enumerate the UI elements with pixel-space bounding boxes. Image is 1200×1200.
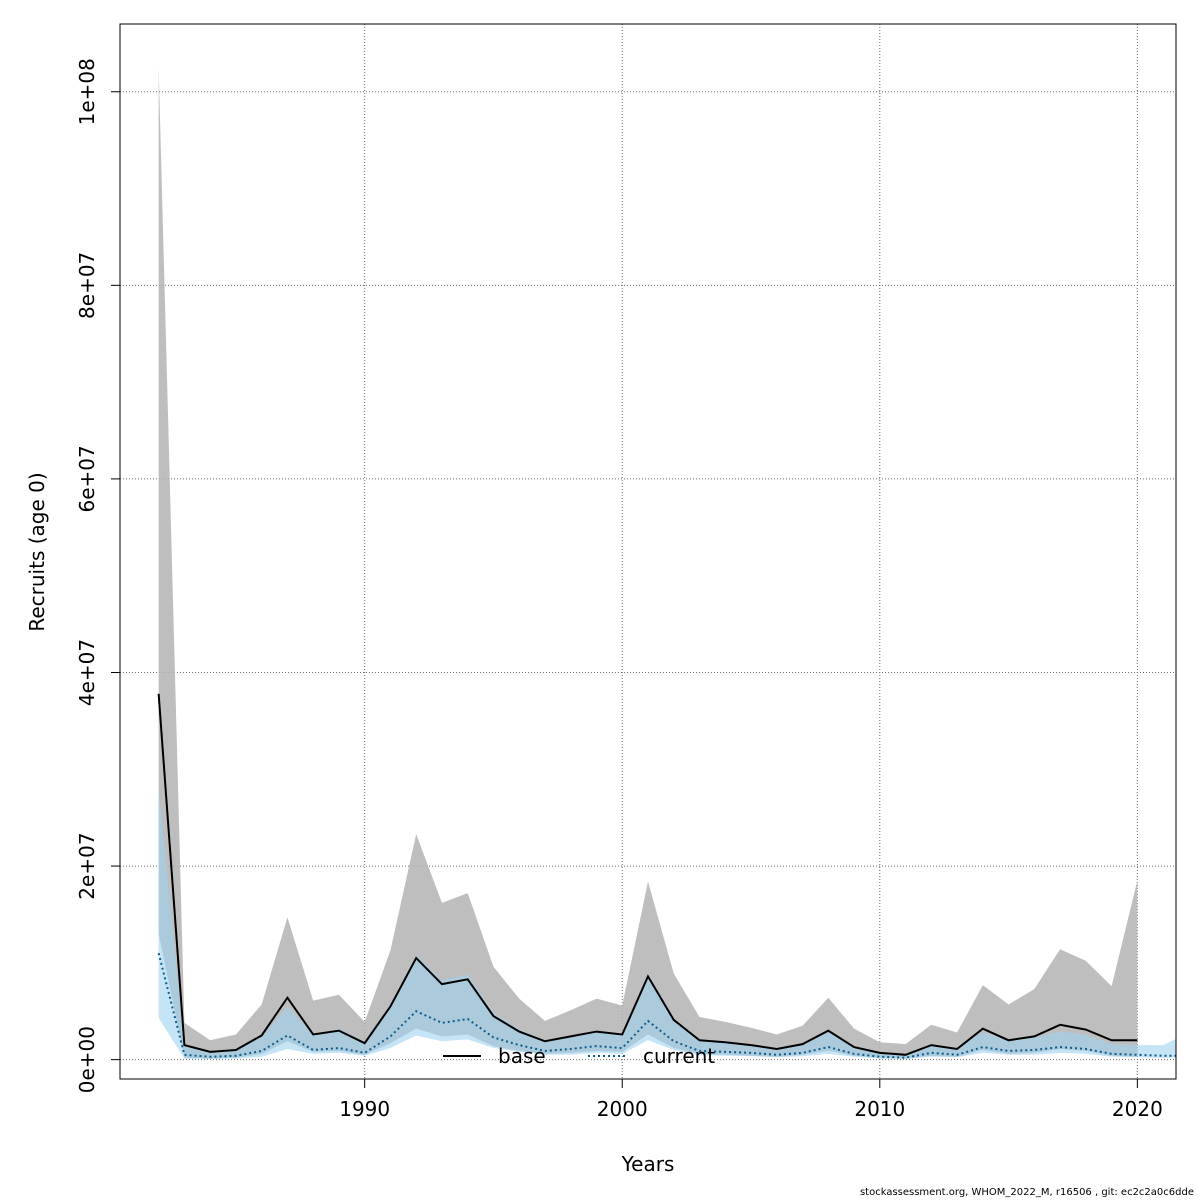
series-lines (157, 693, 1176, 1059)
legend-current-label: current (643, 1044, 715, 1068)
legend-base-label: base (498, 1044, 546, 1068)
y-tick-label: 6e+07 (75, 445, 99, 512)
y-tick-label: 8e+07 (75, 252, 99, 319)
x-tick-label: 2010 (854, 1097, 905, 1121)
x-tick-label: 1990 (339, 1097, 390, 1121)
x-tick-label: 2020 (1112, 1097, 1163, 1121)
x-axis-title: Years (621, 1152, 675, 1176)
y-tick-label: 4e+07 (75, 639, 99, 706)
x-tick-label: 2000 (597, 1097, 648, 1121)
y-axis: 0e+00 2e+07 4e+07 6e+07 8e+07 1e+08 (75, 58, 120, 1093)
y-tick-label: 0e+00 (75, 1026, 99, 1093)
x-axis: 1990 2000 2010 2020 (339, 1079, 1163, 1121)
legend: base current (443, 1044, 715, 1068)
plot-frame (119, 23, 1177, 1080)
y-tick-label: 2e+07 (75, 832, 99, 899)
current-series-line (157, 952, 1176, 1059)
y-tick-label: 1e+08 (75, 58, 99, 125)
confidence-bands (158, 67, 1176, 1060)
current-confidence-band (158, 788, 1176, 1060)
base-series-line (157, 693, 1138, 1056)
footer-credit: stockassessment.org, WHOM_2022_M, r16506… (859, 1187, 1194, 1198)
y-axis-title: Recruits (age 0) (25, 472, 49, 631)
